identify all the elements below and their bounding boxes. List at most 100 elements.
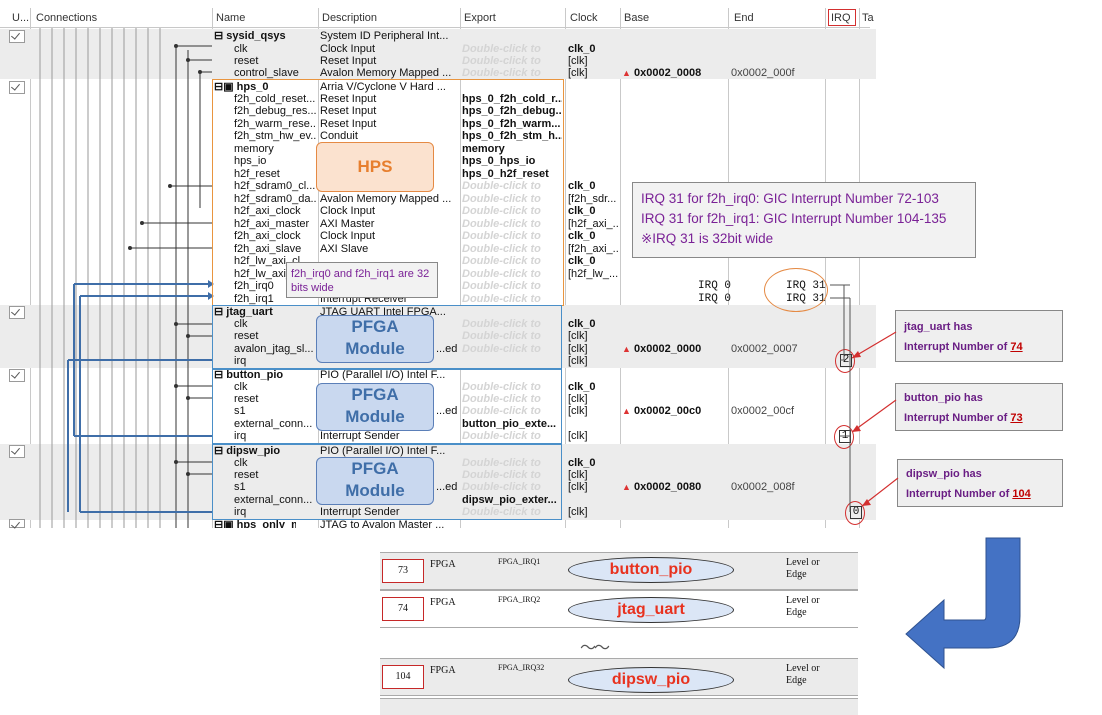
- interface-name[interactable]: irq: [234, 355, 247, 367]
- interface-name[interactable]: hps_io: [234, 155, 267, 167]
- export-placeholder[interactable]: Double-click to: [462, 67, 541, 79]
- column-header-base[interactable]: Base: [624, 12, 650, 24]
- export-placeholder[interactable]: Double-click to: [462, 255, 541, 267]
- interface-name[interactable]: s1: [234, 481, 246, 493]
- export-placeholder[interactable]: Double-click to: [462, 405, 541, 417]
- interface-name[interactable]: external_conn...: [234, 494, 313, 506]
- clock-value[interactable]: clk_0: [568, 318, 596, 330]
- clock-value[interactable]: [clk]: [568, 405, 588, 417]
- interface-name[interactable]: avalon_jtag_sl...: [234, 343, 314, 355]
- clock-value[interactable]: [clk]: [568, 67, 588, 79]
- base-address[interactable]: ▲ 0x0002_0080: [622, 481, 702, 493]
- export-value[interactable]: dipsw_pio_exter...: [462, 494, 557, 506]
- export-placeholder[interactable]: Double-click to: [462, 230, 541, 242]
- export-placeholder[interactable]: Double-click to: [462, 180, 541, 192]
- clock-value[interactable]: [h2f_lw_...: [568, 268, 618, 280]
- export-value[interactable]: memory: [462, 143, 505, 155]
- clock-value[interactable]: [clk]: [568, 481, 588, 493]
- export-value[interactable]: hps_0_f2h_stm_h...: [462, 130, 562, 142]
- export-placeholder[interactable]: Double-click to: [462, 55, 541, 67]
- clock-value[interactable]: [clk]: [568, 55, 588, 67]
- component-name-sysid[interactable]: ⊟ sysid_qsys: [214, 30, 286, 42]
- clock-value[interactable]: clk_0: [568, 255, 596, 267]
- clock-value[interactable]: [h2f_axi_...: [568, 218, 618, 230]
- interface-name[interactable]: f2h_stm_hw_ev...: [234, 130, 316, 142]
- interface-name[interactable]: reset: [234, 55, 259, 67]
- interface-name[interactable]: control_slave: [234, 67, 299, 79]
- base-address[interactable]: ▲ 0x0002_00c0: [622, 405, 702, 417]
- export-placeholder[interactable]: Double-click to: [462, 318, 541, 330]
- use-checkbox-jtag[interactable]: [9, 306, 25, 319]
- clock-value[interactable]: [clk]: [568, 469, 588, 481]
- export-value[interactable]: button_pio_exte...: [462, 418, 557, 430]
- clock-value[interactable]: [f2h_axi_...: [568, 243, 618, 255]
- interface-name[interactable]: h2f_axi_master: [234, 218, 310, 230]
- export-value[interactable]: hps_0_h2f_reset: [462, 168, 549, 180]
- interface-name[interactable]: clk: [234, 457, 248, 469]
- column-header-name[interactable]: Name: [216, 12, 246, 24]
- clock-value[interactable]: [clk]: [568, 355, 588, 367]
- export-value[interactable]: hps_0_f2h_cold_r...: [462, 93, 562, 105]
- export-placeholder[interactable]: Double-click to: [462, 280, 541, 292]
- export-placeholder[interactable]: Double-click to: [462, 218, 541, 230]
- interface-name[interactable]: reset: [234, 393, 259, 405]
- clock-value[interactable]: clk_0: [568, 180, 596, 192]
- clock-value[interactable]: [f2h_sdr...: [568, 193, 617, 205]
- export-placeholder[interactable]: Double-click to: [462, 193, 541, 205]
- interface-name[interactable]: h2f_sdram0_cl...: [234, 180, 316, 192]
- interface-name[interactable]: clk: [234, 381, 248, 393]
- clock-value[interactable]: clk_0: [568, 230, 596, 242]
- clock-value[interactable]: [clk]: [568, 506, 588, 518]
- interface-name[interactable]: f2h_cold_reset...: [234, 93, 316, 105]
- export-placeholder[interactable]: Double-click to: [462, 430, 541, 442]
- interface-name[interactable]: clk: [234, 43, 248, 55]
- component-name-jtag[interactable]: ⊟ jtag_uart: [214, 306, 273, 318]
- interface-name[interactable]: external_conn...: [234, 418, 313, 430]
- clock-value[interactable]: [clk]: [568, 393, 588, 405]
- column-header-connections[interactable]: Connections: [36, 12, 98, 24]
- column-header-use[interactable]: U...: [12, 12, 30, 24]
- interface-name[interactable]: h2f_axi_clock: [234, 205, 301, 217]
- use-checkbox-hps-only[interactable]: [9, 519, 25, 528]
- interface-name[interactable]: f2h_axi_clock: [234, 230, 301, 242]
- column-header-end[interactable]: End: [734, 12, 754, 24]
- interface-name[interactable]: f2h_axi_slave: [234, 243, 302, 255]
- interface-name[interactable]: memory: [234, 143, 274, 155]
- clock-value[interactable]: [clk]: [568, 330, 588, 342]
- clock-value[interactable]: [clk]: [568, 343, 588, 355]
- column-header-clock[interactable]: Clock: [570, 12, 598, 24]
- clock-value[interactable]: clk_0: [568, 457, 596, 469]
- column-header-description[interactable]: Description: [322, 12, 378, 24]
- clock-value[interactable]: [clk]: [568, 430, 588, 442]
- export-placeholder[interactable]: Double-click to: [462, 469, 541, 481]
- export-placeholder[interactable]: Double-click to: [462, 457, 541, 469]
- interface-name[interactable]: clk: [234, 318, 248, 330]
- clock-value[interactable]: clk_0: [568, 43, 596, 55]
- base-address[interactable]: ▲ 0x0002_0008: [622, 67, 702, 79]
- use-checkbox-dipsw[interactable]: [9, 445, 25, 458]
- export-value[interactable]: hps_0_hps_io: [462, 155, 536, 167]
- interface-name[interactable]: f2h_irq0: [234, 280, 274, 292]
- interface-name[interactable]: f2h_warm_rese...: [234, 118, 316, 130]
- export-value[interactable]: hps_0_f2h_warm...: [462, 118, 561, 130]
- component-name-hps-only[interactable]: ⊟▣ hps_only_m...: [214, 519, 296, 528]
- interface-name[interactable]: reset: [234, 330, 259, 342]
- component-name-dipsw[interactable]: ⊟ dipsw_pio: [214, 445, 281, 457]
- component-name-button[interactable]: ⊟ button_pio: [214, 369, 284, 381]
- interface-name[interactable]: h2f_sdram0_da...: [234, 193, 316, 205]
- export-placeholder[interactable]: Double-click to: [462, 381, 541, 393]
- interface-name[interactable]: f2h_debug_res...: [234, 105, 316, 117]
- base-address[interactable]: ▲ 0x0002_0000: [622, 343, 702, 355]
- interface-name[interactable]: reset: [234, 469, 259, 481]
- column-header-export[interactable]: Export: [464, 12, 496, 24]
- interface-name[interactable]: f2h_irq1: [234, 293, 274, 305]
- export-placeholder[interactable]: Double-click to: [462, 293, 541, 305]
- use-checkbox-button[interactable]: [9, 369, 25, 382]
- use-checkbox-sysid[interactable]: [9, 30, 25, 43]
- interface-name[interactable]: irq: [234, 430, 247, 442]
- column-header-irq[interactable]: IRQ: [828, 9, 856, 26]
- interface-name[interactable]: h2f_reset: [234, 168, 280, 180]
- component-name-hps[interactable]: ⊟▣ hps_0: [214, 81, 269, 93]
- export-value[interactable]: hps_0_f2h_debug...: [462, 105, 562, 117]
- clock-value[interactable]: clk_0: [568, 205, 596, 217]
